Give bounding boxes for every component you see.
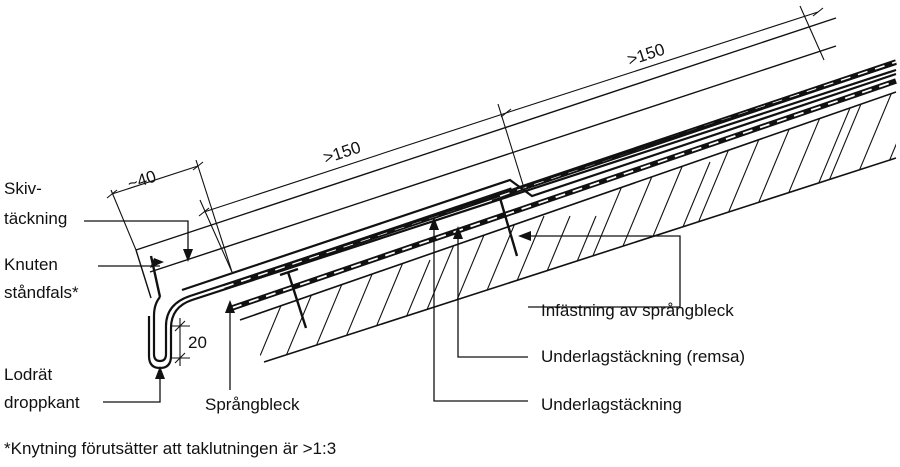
label-skivtackning-2: täckning [4, 209, 68, 228]
label-knuten-1: Knuten [4, 255, 58, 274]
label-underlag: Underlagstäckning [541, 395, 682, 414]
dimension-lines [106, 5, 825, 366]
label-lodrat-1: Lodrät [4, 365, 53, 384]
dim-150-upper: >150 [625, 40, 667, 70]
label-sprangbleck: Språngbleck [205, 395, 300, 414]
label-underlag-remsa: Underlagstäckning (remsa) [541, 347, 746, 366]
sheet-roofing [135, 17, 837, 299]
dim-150-lower: >150 [321, 138, 363, 168]
eave-fold [147, 62, 897, 370]
label-lodrat-2: droppkant [4, 393, 80, 412]
label-knuten-2: ståndfals* [4, 283, 79, 302]
fixing-nails [279, 193, 519, 329]
footnote: *Knytning förutsätter att taklutningen ä… [4, 439, 337, 458]
leader-arrowheads [155, 217, 531, 379]
dim-40: ~40 [125, 167, 158, 194]
label-skivtackning-1: Skiv- [4, 179, 42, 198]
leader-lines [84, 220, 681, 403]
underlayment-main [231, 78, 897, 311]
dim-20: 20 [188, 333, 207, 352]
label-infastning: Infästning av språngbleck [541, 301, 734, 320]
